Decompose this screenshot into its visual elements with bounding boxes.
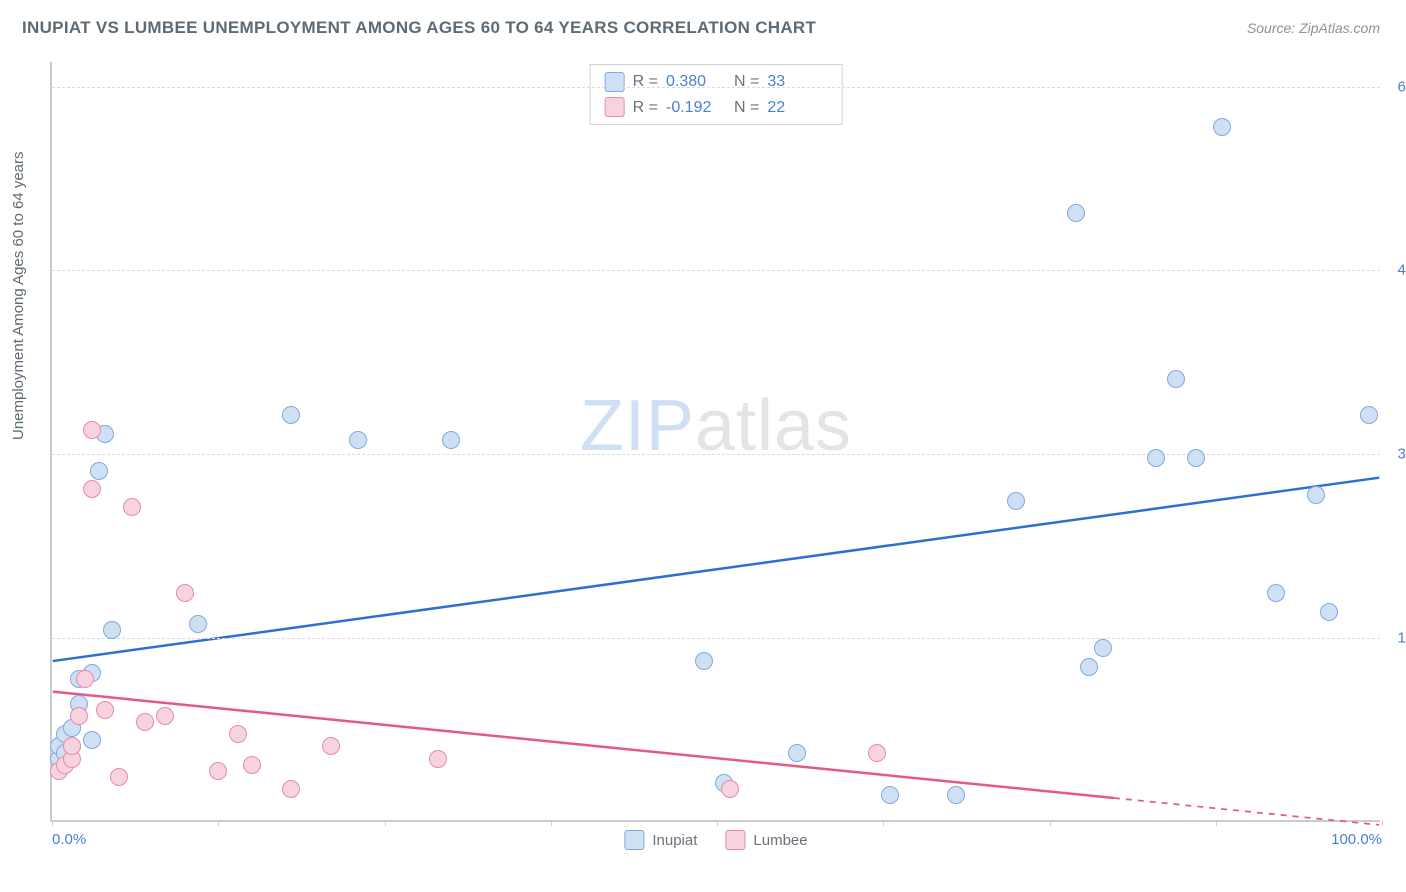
data-point [1187,449,1205,467]
data-point [868,744,886,762]
data-point [96,701,114,719]
data-point [70,707,88,725]
data-point [1167,370,1185,388]
data-point [695,652,713,670]
data-point [282,406,300,424]
data-point [881,786,899,804]
y-tick-label: 60.0% [1385,78,1406,95]
data-point [947,786,965,804]
r-value: 0.380 [666,69,726,95]
data-point [123,498,141,516]
data-point [209,762,227,780]
data-point [176,584,194,602]
data-point [721,780,739,798]
data-point [229,725,247,743]
source-attribution: Source: ZipAtlas.com [1247,20,1380,36]
data-point [349,431,367,449]
data-point [136,713,154,731]
data-point [1267,584,1285,602]
legend-label: Lumbee [753,832,807,849]
data-point [63,737,81,755]
data-point [1360,406,1378,424]
x-tick-mark [1216,820,1217,826]
y-axis-label: Unemployment Among Ages 60 to 64 years [10,151,27,440]
data-point [1147,449,1165,467]
gridline [52,454,1380,455]
x-tick-mark [717,820,718,826]
data-point [1094,639,1112,657]
legend-swatch [624,830,644,850]
data-point [442,431,460,449]
data-point [83,731,101,749]
n-value: 33 [767,69,827,95]
data-point [156,707,174,725]
r-label: R = [633,69,658,95]
x-tick-label: 100.0% [1331,831,1382,848]
scatter-plot: ZIPatlas R =0.380N =33R =-0.192N =22 Inu… [50,62,1380,822]
data-point [1307,486,1325,504]
r-label: R = [633,95,658,121]
data-point [243,756,261,774]
data-point [322,737,340,755]
data-point [1080,658,1098,676]
x-tick-mark [551,820,552,826]
x-tick-mark [52,820,53,826]
r-value: -0.192 [666,95,726,121]
legend-swatch [725,830,745,850]
data-point [90,462,108,480]
correlation-legend-box: R = 0.380 N = 33 R = -0.192 N = 22 [590,64,843,125]
data-point [429,750,447,768]
n-label: N = [734,95,759,121]
x-tick-label: 0.0% [52,831,86,848]
trend-lines [52,62,1380,820]
legend-item: Lumbee [725,830,807,850]
x-tick-mark [218,820,219,826]
x-tick-mark [385,820,386,826]
data-point [103,621,121,639]
series-legend: Inupiat Lumbee [624,830,807,850]
x-tick-mark [1382,820,1383,826]
data-point [83,480,101,498]
y-tick-label: 30.0% [1385,446,1406,463]
series-swatch [605,72,625,92]
correlation-row: R = 0.380 N = 33 [605,69,828,95]
legend-item: Inupiat [624,830,697,850]
gridline [52,87,1380,88]
correlation-row: R = -0.192 N = 22 [605,95,828,121]
legend-label: Inupiat [652,832,697,849]
y-tick-label: 45.0% [1385,262,1406,279]
series-swatch [605,97,625,117]
data-point [282,780,300,798]
data-point [1213,118,1231,136]
data-point [788,744,806,762]
y-tick-label: 15.0% [1385,630,1406,647]
data-point [76,670,94,688]
data-point [83,421,101,439]
data-point [189,615,207,633]
n-value: 22 [767,95,827,121]
gridline [52,270,1380,271]
x-tick-mark [883,820,884,826]
data-point [1320,603,1338,621]
x-tick-mark [1050,820,1051,826]
n-label: N = [734,69,759,95]
gridline [52,638,1380,639]
data-point [1067,204,1085,222]
data-point [1007,492,1025,510]
chart-title: INUPIAT VS LUMBEE UNEMPLOYMENT AMONG AGE… [22,18,816,38]
data-point [110,768,128,786]
